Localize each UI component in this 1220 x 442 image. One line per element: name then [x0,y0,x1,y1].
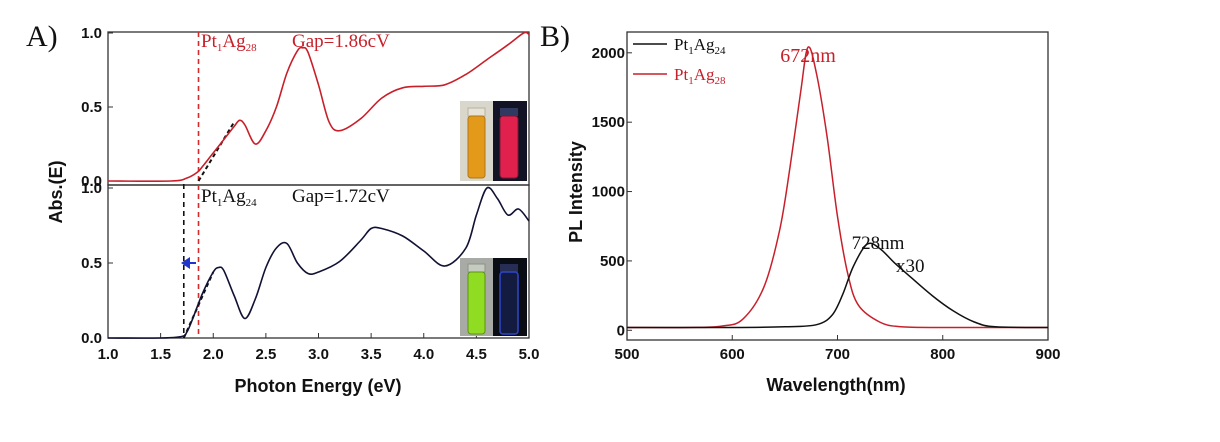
panel-b-x-axis-label: Wavelength(nm) [766,375,905,395]
panel-a-x-tick-label: 2.0 [203,346,224,363]
scale-factor-label: x30 [896,256,925,277]
panel-a-x-tick-label: 4.0 [413,346,434,363]
panel-a-top-y-tick-label: 1.0 [81,25,102,42]
label-pt1ag28: Pt1Ag28 [201,31,257,54]
panel-a-top-y-ticks: 0.0 0.5 1.0 [81,25,113,190]
panel-a-x-tick-label: 3.0 [308,346,329,363]
vial-photo-uv-light-pt1ag28 [493,101,527,181]
panel-b-y-tick-label: 500 [600,253,625,270]
pl-curve-pt1ag24 [626,242,1049,329]
panel-b-y-tick-label: 1000 [592,184,625,201]
panel-b-x-tick-label: 800 [930,346,955,363]
gap-label-pt1ag28: Gap=1.86cV [292,31,390,52]
blue-shift-arrow [181,257,196,269]
panel-a-bottom-y-tick-label: 1.0 [81,180,102,197]
panel-a-top-y-tick-label: 0.0 [81,173,102,190]
panel-b-y-ticks: 0 500 1000 1500 2000 [592,45,632,339]
peak-label-728nm: 728nm [852,233,905,254]
panel-a-label: A) [26,20,58,53]
panel-a-y-axis-label: Abs.(E) [46,160,66,223]
panel-a-x-tick-label: 1.0 [98,346,119,363]
label-pt1ag24: Pt1Ag24 [201,186,257,209]
vial-photo-room-light-pt1ag24 [460,258,493,336]
panel-a-bottom-y-ticks: 0.0 0.5 1.0 [81,180,113,347]
panel-b-x-tick-label: 500 [614,346,639,363]
panel-b-x-tick-label: 600 [720,346,745,363]
panel-b-y-tick-label: 2000 [592,45,625,62]
legend-label-pt1ag28: Pt1Ag28 [674,65,726,87]
panel-a-bottom-y-tick-label: 0.5 [81,255,102,272]
absorbance-curve-pt1ag28 [107,31,530,183]
panel-a-bottom-y-tick-label: 0.0 [81,330,102,347]
panel-b-y-tick-label: 0 [617,322,625,339]
vial-photo-uv-light-pt1ag24 [493,258,527,336]
panel-b-legend: Pt1Ag24 Pt1Ag28 [633,35,726,87]
panel-a-top-y-tick-label: 0.5 [81,99,102,116]
vial-photo-room-light-pt1ag28 [460,101,493,181]
panel-a-x-tick-label: 1.5 [150,346,171,363]
panel-b-x-tick-label: 700 [825,346,850,363]
pl-curve-pt1ag28 [626,46,1048,329]
panel-b-x-ticks: 500 600 700 800 900 [614,335,1061,363]
panel-b-x-tick-label: 900 [1035,346,1060,363]
panel-a-x-axis-label: Photon Energy (eV) [234,376,401,396]
panel-a-x-tick-label: 2.5 [255,346,276,363]
panel-b-label: B) [540,20,570,53]
panel-a-x-tick-label: 5.0 [519,346,540,363]
gap-label-pt1ag24: Gap=1.72cV [292,186,390,207]
legend-label-pt1ag24: Pt1Ag24 [674,35,726,57]
panel-a-x-tick-label: 3.5 [361,346,382,363]
onset-tangent-top [197,121,236,182]
panel-a-x-tick-label: 4.5 [466,346,487,363]
absorbance-curve-pt1ag24 [107,186,530,339]
panel-b-y-axis-label: PL Intensity [566,141,586,243]
panel-a-x-ticks: 1.0 1.5 2.0 2.5 3.0 3.5 4.0 4.5 5.0 [98,333,540,363]
panel-b-y-tick-label: 1500 [592,114,625,131]
peak-label-672nm: 672nm [780,45,836,67]
